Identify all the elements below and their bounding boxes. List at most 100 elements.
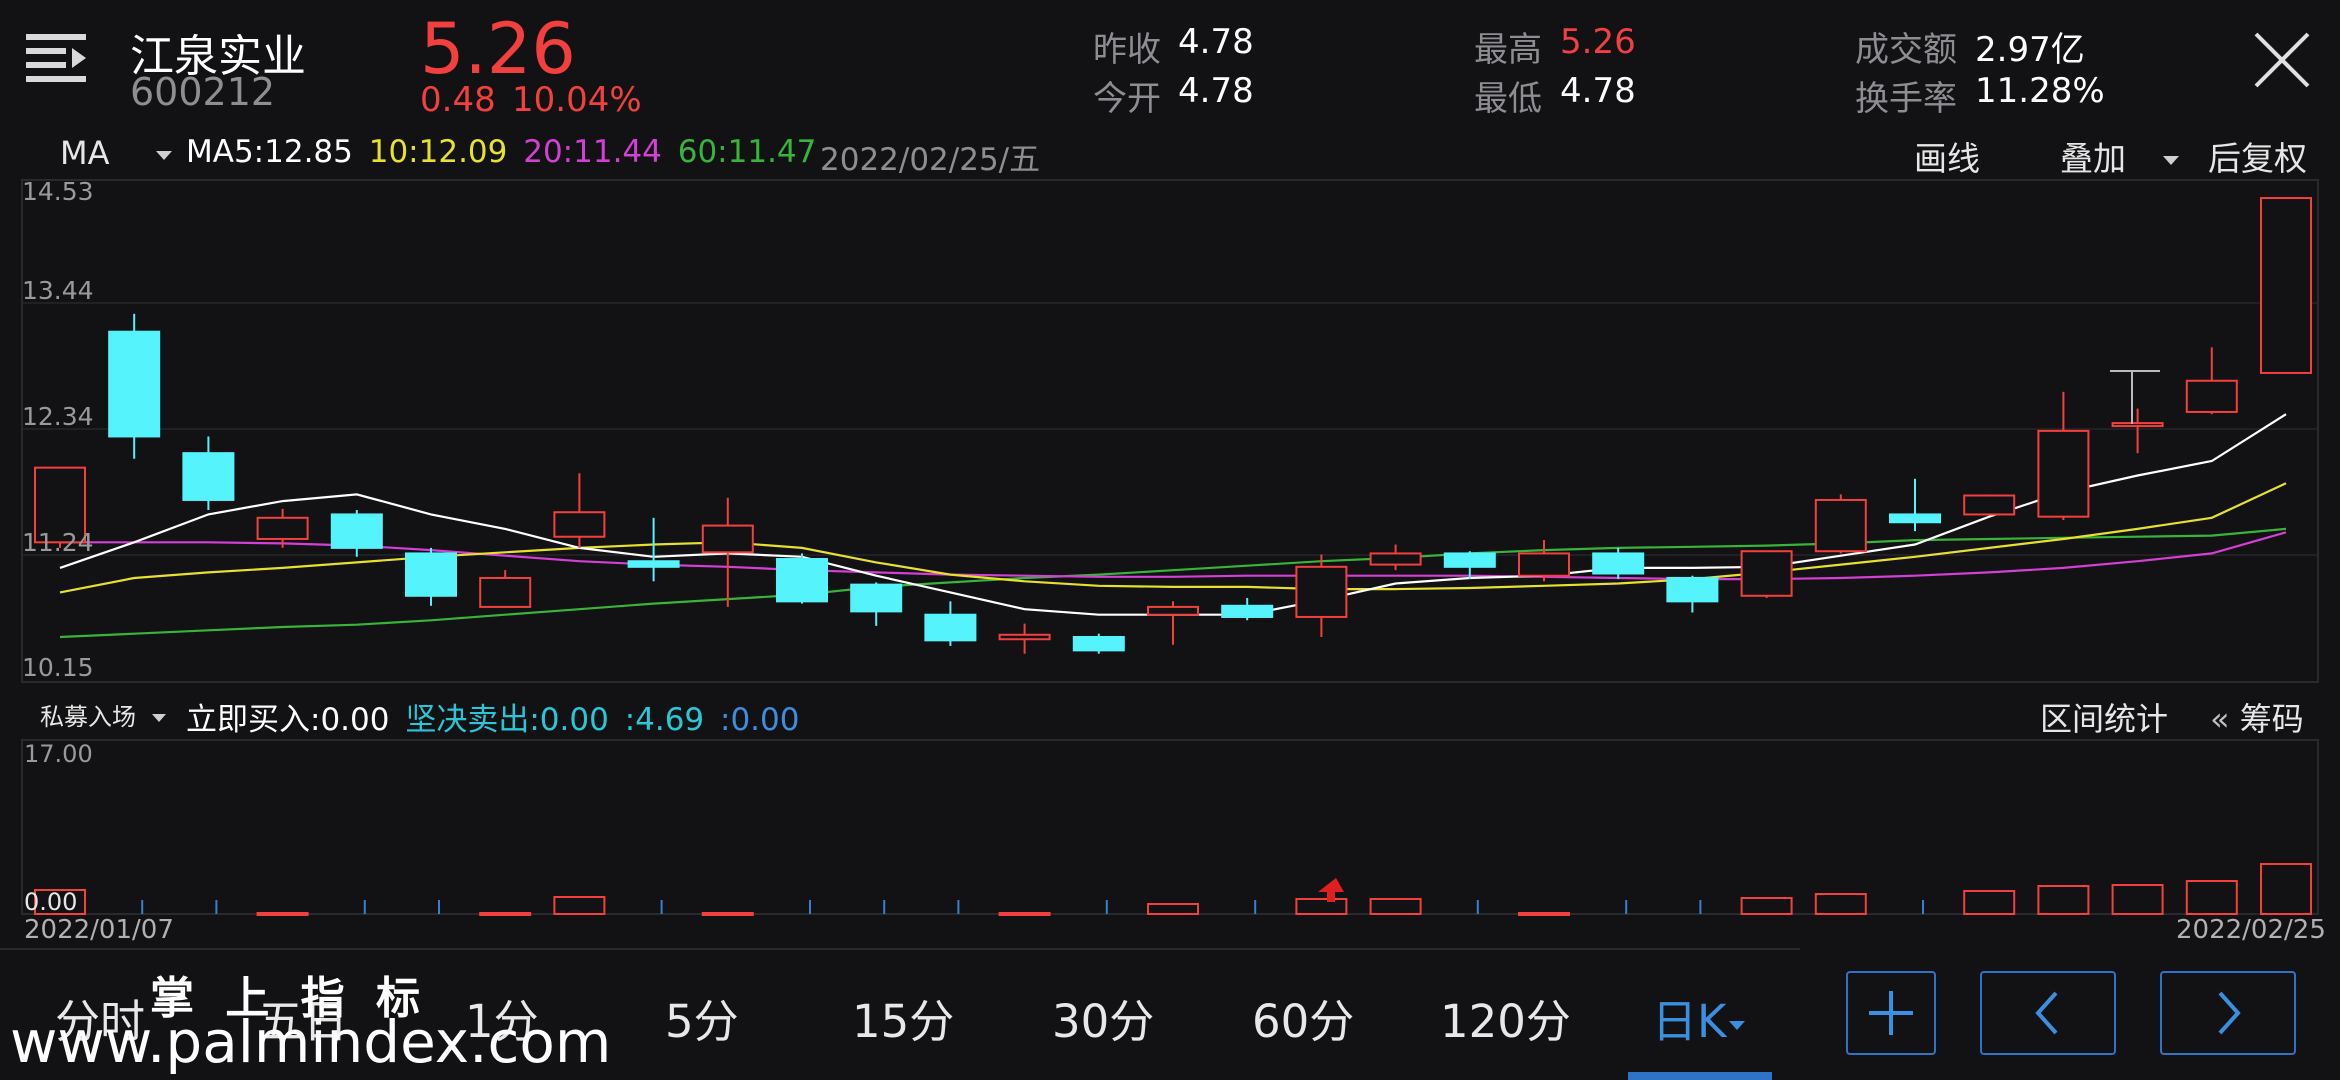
candle [1889,478,1941,532]
candle [850,582,903,626]
plus-icon [1869,991,1913,1035]
sell-value: 0.00 [539,702,609,738]
open-label: 今开 [1093,79,1161,119]
open-value: 4.78 [1178,71,1254,111]
candle [1963,494,2016,516]
prev-close-label: 昨收 [1093,30,1161,70]
watermark-url: www.palmindex.com [10,1008,612,1076]
chips-button[interactable]: « 筹码 [2210,694,2304,740]
candle [2037,391,2090,521]
sub-bar [34,889,86,915]
sub-bar [1963,890,2016,915]
ma10-value: 12.09 [418,134,508,170]
add-button[interactable] [1846,971,1936,1055]
tab-15min[interactable]: 15分 [852,995,955,1048]
previous-button[interactable] [1980,971,2116,1055]
ma5-label: MA5: [186,134,265,170]
ma60-label: 60: [677,134,728,170]
chevron-down-icon [151,714,166,722]
overlay-select[interactable]: 叠加 [2060,132,2179,180]
candle [1369,544,1422,571]
price-tick: 14.53 [22,178,94,206]
sub-bar [701,912,754,916]
watermark: 掌 上 指 标 [150,973,428,1024]
sub-bar [998,912,1051,916]
sub-bar [1147,903,1199,915]
candle [924,601,977,646]
candle [998,623,1051,654]
tab-5min[interactable]: 5分 [665,995,739,1048]
candle [1518,540,1570,582]
tab-fenshi[interactable]: 分时 [55,995,146,1048]
candle [553,473,606,548]
high-label: 最高 [1474,30,1542,70]
candle [330,509,383,557]
candle [627,517,680,582]
candle [2185,347,2238,415]
tab-daily-k-label: 日K [1652,995,1727,1048]
candle [1295,554,1348,638]
candle [2111,408,2164,454]
sub-bar [1295,898,1348,915]
candle [1666,575,1719,613]
sub-indicator-chart[interactable]: 17.00 0.00 [0,738,2340,916]
low-label: 最低 [1474,79,1542,119]
tab-1min[interactable]: 1分 [465,995,539,1048]
kline-chart[interactable]: 14.53 13.44 12.34 11.24 10.15 [0,178,2340,684]
tab-five-day[interactable]: 五日 [258,995,349,1048]
close-icon[interactable] [2252,30,2312,90]
stock-name: 江泉实业 [130,31,306,82]
price-axis: 14.53 13.44 12.34 11.24 10.15 [22,178,94,682]
candle [256,508,309,548]
candles [34,197,2312,654]
chevron-down-icon [155,150,172,160]
candle [34,466,86,548]
low-value: 4.78 [1560,71,1636,111]
turnover-rate-value: 11.28% [1975,71,2105,111]
turnover-label: 成交额 [1855,30,1957,70]
sub-bar [479,912,532,916]
indicator-select[interactable]: MA [60,134,172,172]
price-change-pct: 10.04% [512,80,642,120]
candle [108,313,161,459]
draw-line-button[interactable]: 画线 [1914,139,1980,178]
tab-30min[interactable]: 30分 [1052,995,1155,1048]
ma10-label: 10: [368,134,419,170]
tab-60min[interactable]: 60分 [1252,995,1355,1048]
high-value: 5.26 [1560,22,1636,62]
chevron-left-icon [2035,991,2058,1035]
price-tick: 11.24 [22,528,94,557]
double-chevron-left-icon: « [2210,700,2230,738]
buy-value: 0.00 [320,702,390,738]
sub-bar [2260,863,2312,915]
next-button[interactable] [2160,971,2296,1055]
ma60-value: 11.47 [727,134,817,170]
prev-close-value: 4.78 [1178,22,1254,62]
sub-indicator-select[interactable]: 私募入场 [40,697,166,732]
overlay-label: 叠加 [2060,139,2126,178]
candle [1740,550,1793,599]
price-tick: 10.15 [22,653,94,682]
price-tick: 12.34 [22,402,94,431]
tab-120min[interactable]: 120分 [1440,995,1571,1048]
ma5-line [59,413,2287,616]
chevron-right-icon [2218,991,2241,1035]
candle [701,497,754,607]
end-date: 2022/02/25 [2176,915,2326,945]
menu-icon[interactable] [26,30,90,86]
candle [776,553,828,604]
ma20-label: 20: [523,134,574,170]
price-change: 0.48 [420,80,496,120]
adjust-button[interactable]: 后复权 [2208,139,2307,178]
range-stats-button[interactable]: 区间统计 [2040,700,2169,738]
sub-bars [34,863,2312,916]
sub-bar [1518,912,1570,916]
tab-daily-k[interactable]: 日K [1652,985,1745,1050]
sub-bar [2037,885,2090,915]
chips-label: 筹码 [2239,700,2304,738]
ma-values: MA5:12.85 10:12.09 20:11.44 60:11.47 [186,134,816,170]
turnover-rate-label: 换手率 [1855,79,1957,119]
candle [1443,551,1496,580]
sub-value-3: :0.00 [720,702,800,738]
candle [1592,547,1645,580]
